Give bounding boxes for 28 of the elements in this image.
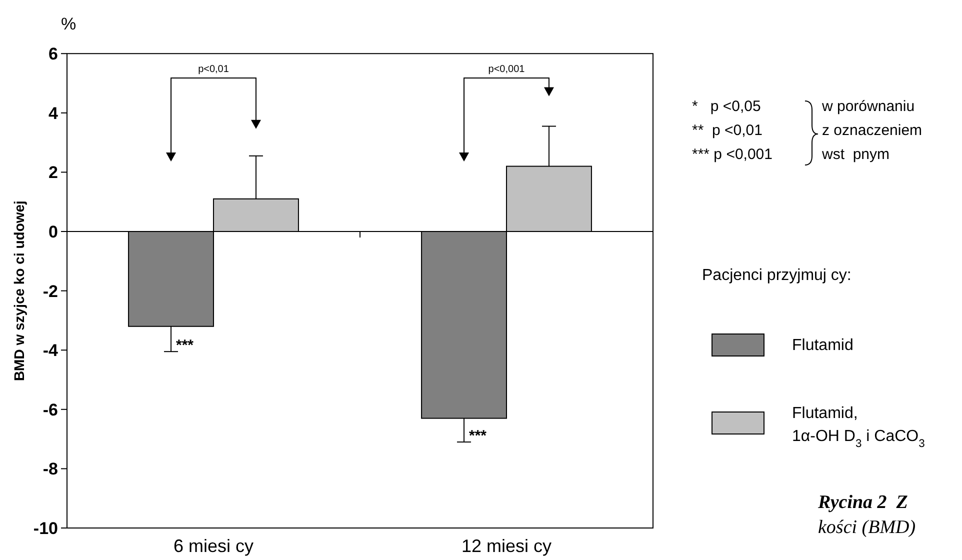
x-tick-label: 6 miesi cy bbox=[173, 536, 254, 556]
text: % bbox=[61, 14, 76, 34]
x-tick-label: 12 miesi cy bbox=[461, 536, 552, 556]
y-tick-label: -10 bbox=[33, 518, 58, 538]
text: wst pnym bbox=[821, 146, 890, 163]
y-tick-label: 2 bbox=[48, 163, 58, 182]
text: * p <0,05 bbox=[692, 98, 761, 115]
y-tick-label: -4 bbox=[42, 341, 59, 360]
y-tick-label: -2 bbox=[42, 282, 58, 301]
y-tick-label: 6 bbox=[48, 44, 58, 64]
y-tick-label: -8 bbox=[42, 460, 58, 479]
annotation: *** bbox=[469, 428, 487, 445]
legend-label: Flutamid, 1α-OH D$_{3}$ i CaCO$_{3}$ bbox=[792, 405, 925, 450]
annotation: *** bbox=[176, 337, 194, 354]
text: w porównaniu bbox=[821, 98, 915, 115]
text: Rycina 2 Z bbox=[817, 492, 908, 513]
y-tick-label: 0 bbox=[48, 222, 58, 242]
y-tick-label: 4 bbox=[48, 104, 59, 123]
legend-title: Pacjenci przyjmuj cy: bbox=[702, 267, 852, 284]
annotation: p<0,001 bbox=[488, 64, 526, 75]
text: kości (BMD) bbox=[818, 517, 916, 538]
y-axis-title: BMD w szyjce ko ci udowej bbox=[11, 200, 27, 382]
legend-label: Flutamid bbox=[792, 337, 854, 354]
text: ** p <0,01 bbox=[692, 122, 762, 139]
text: z oznaczeniem bbox=[822, 122, 922, 139]
text: *** p <0,001 bbox=[692, 146, 772, 163]
annotation: p<0,01 bbox=[198, 64, 230, 75]
y-tick-label: -6 bbox=[42, 400, 58, 420]
